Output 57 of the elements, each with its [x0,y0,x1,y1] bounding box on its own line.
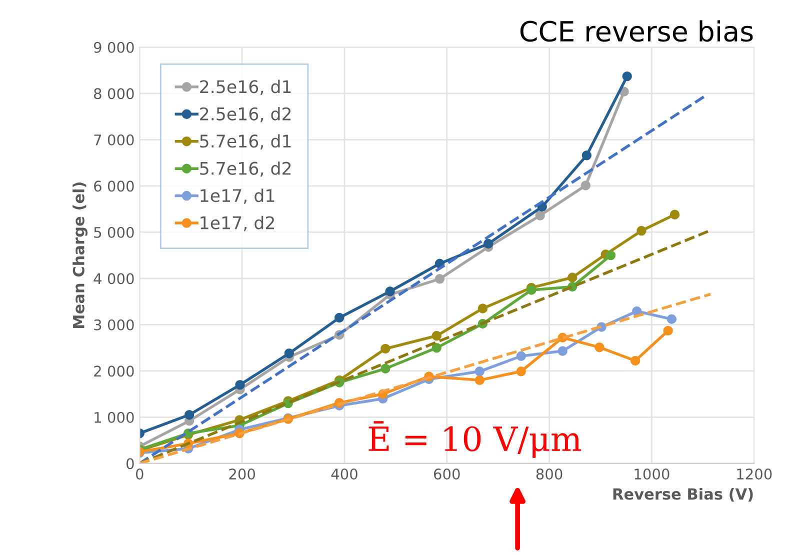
point [474,375,485,386]
annotation: Ē = 10 V/μm [368,421,582,458]
x-tick-label: 0 [136,468,144,480]
point [580,180,591,190]
y-tick-label: 6 000 [94,180,134,192]
point [670,210,680,220]
point [334,312,344,323]
y-tick-label: 0 [126,458,134,470]
point [630,356,640,366]
point [526,285,536,295]
y-tick-label: 5 000 [94,226,134,238]
point [483,238,494,249]
point [636,226,646,236]
point [594,342,604,352]
point [184,410,194,420]
point [380,344,390,354]
point [432,330,442,341]
y-tick-label: 1 000 [94,412,134,423]
legend-label: 1e17, d1 [200,188,274,204]
point [622,71,632,82]
chart-title: CCE reverse bias [520,20,753,42]
point [284,348,294,358]
y-tick-label: 3 000 [94,319,134,330]
point [582,150,592,160]
x-axis-title: Reverse Bias (V) [613,488,753,502]
point [663,326,673,336]
point [535,210,545,220]
legend-label: 5.7e16, d1 [200,134,291,150]
point [380,364,390,374]
x-tick-label: 600 [434,468,460,480]
legend-label: 1e17, d2 [200,216,274,232]
y-tick-label: 2 000 [94,366,134,377]
point [478,304,488,314]
point [385,286,395,296]
point [666,314,677,324]
y-tick-label: 8 000 [94,88,134,100]
point [474,366,485,376]
point [434,274,445,284]
y-axis-title: Mean Charge (el) [72,182,88,328]
y-tick-label: 4 000 [94,273,134,284]
x-tick-label: 800 [536,468,562,480]
point [235,380,245,390]
x-tick-label: 1000 [634,468,670,480]
x-tick-label: 1200 [737,468,772,480]
point [606,250,616,260]
y-tick-label: 9 000 [94,42,134,53]
point [516,351,526,361]
legend-label: 2.5e16, d1 [200,80,291,96]
point [516,366,526,376]
point [558,346,568,356]
x-tick-label: 200 [229,468,256,480]
point [432,342,442,353]
legend-label: 5.7e16, d2 [200,161,291,177]
y-tick-label: 7 000 [94,134,134,146]
legend-label: 2.5e16, d2 [200,107,291,122]
x-tick-label: 400 [331,468,358,480]
point [567,272,578,282]
